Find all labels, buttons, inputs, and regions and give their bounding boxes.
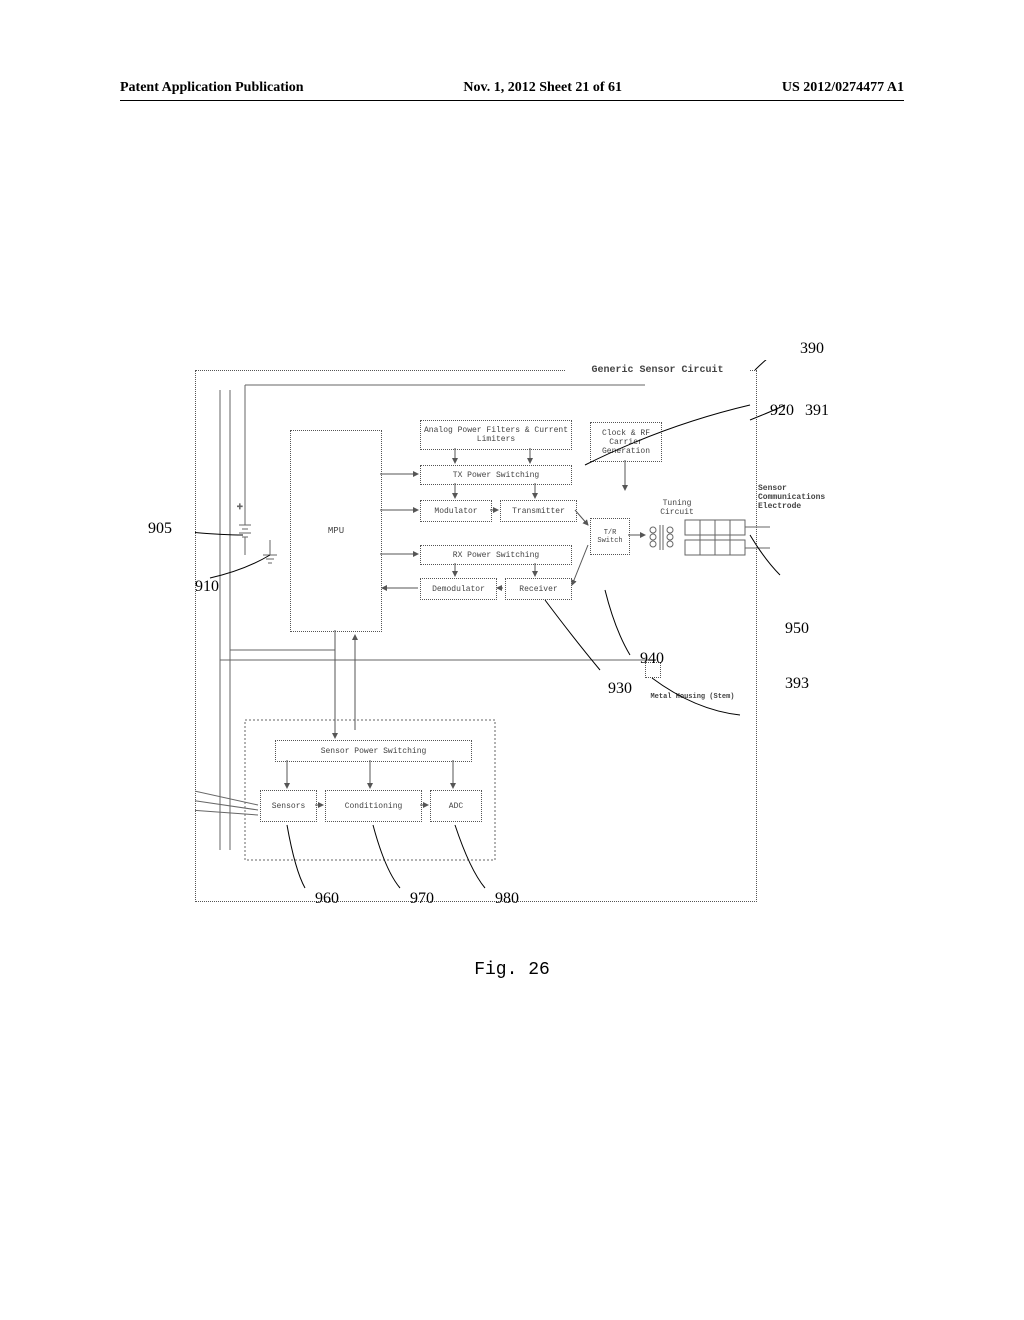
- header-rule: [120, 100, 904, 101]
- ref-905: 905: [148, 520, 172, 538]
- ref-910: 910: [195, 578, 219, 596]
- ref-390: 390: [800, 340, 824, 358]
- analog-filters-block: Analog Power Filters & Current Limiters: [420, 420, 572, 450]
- modulator-block: Modulator: [420, 500, 492, 522]
- ref-980: 980: [495, 890, 519, 908]
- ref-940: 940: [640, 650, 664, 668]
- tx-power-block: TX Power Switching: [420, 465, 572, 485]
- receiver-block: Receiver: [505, 578, 572, 600]
- metal-housing-label: Metal Housing (Stem): [650, 685, 735, 709]
- ref-393: 393: [785, 675, 809, 693]
- header-center: Nov. 1, 2012 Sheet 21 of 61: [463, 80, 622, 96]
- ref-960: 960: [315, 890, 339, 908]
- ref-920: 920: [770, 402, 794, 420]
- figure-diagram: Generic Sensor Circuit MPU Analog Power …: [195, 360, 790, 915]
- rx-power-block: RX Power Switching: [420, 545, 572, 565]
- mpu-block: MPU: [290, 430, 382, 632]
- ref-391: 391: [805, 402, 829, 420]
- figure-caption: Fig. 26: [0, 960, 1024, 980]
- conditioning-block: Conditioning: [325, 790, 422, 822]
- patent-header: Patent Application Publication Nov. 1, 2…: [0, 80, 1024, 96]
- sensor-power-block: Sensor Power Switching: [275, 740, 472, 762]
- header-right: US 2012/0274477 A1: [782, 80, 904, 96]
- transmitter-block: Transmitter: [500, 500, 577, 522]
- header-left: Patent Application Publication: [120, 80, 304, 96]
- ref-970: 970: [410, 890, 434, 908]
- adc-block: ADC: [430, 790, 482, 822]
- tr-switch-block: T/R Switch: [590, 518, 630, 555]
- ref-950: 950: [785, 620, 809, 638]
- tuning-circuit-block: Tuning Circuit: [652, 495, 702, 520]
- ref-930: 930: [608, 680, 632, 698]
- demodulator-block: Demodulator: [420, 578, 497, 600]
- sensor-comm-electrode-label: Sensor Communications Electrode: [758, 480, 853, 515]
- diagram-title: Generic Sensor Circuit: [565, 362, 750, 378]
- sensors-block: Sensors: [260, 790, 317, 822]
- clock-rf-block: Clock & RF Carrier Generation: [590, 422, 662, 462]
